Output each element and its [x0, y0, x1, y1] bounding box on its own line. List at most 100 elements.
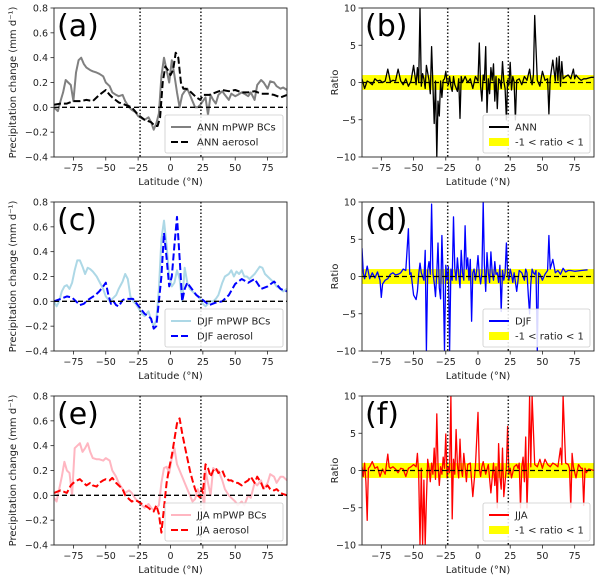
y-tick-label: −0.2 — [25, 322, 48, 333]
legend-label: ANN aerosol — [197, 138, 258, 149]
y-tick-label: −10 — [336, 541, 356, 552]
y-tick-label: −10 — [336, 153, 356, 164]
y-tick-label: 5 — [350, 41, 356, 52]
plot-area — [362, 396, 594, 545]
legend-box — [164, 308, 284, 348]
y-tick-label: 0.6 — [33, 28, 48, 39]
x-tick-label: 75 — [262, 551, 274, 562]
y-tick-label: 0.8 — [33, 392, 48, 403]
y-tick-label: 0.2 — [33, 466, 48, 477]
series-line-ann-aerosol — [54, 51, 287, 127]
panel-e: −75 −50 −25 0 25 50 75 −0.4 −0.2 0.0 0.2 0.4 0.6 0.8 L… — [8, 392, 288, 576]
y-axis-label: Ratio — [330, 458, 341, 484]
x-tick-label: 25 — [504, 357, 516, 368]
legend-label: -1 < ratio < 1 — [515, 526, 584, 537]
series-line-jja — [362, 396, 594, 545]
x-tick-label: −25 — [436, 551, 456, 562]
panel-label: (b) — [365, 9, 407, 44]
y-axis-label: Precipitation change (mm d⁻¹) — [8, 395, 19, 547]
panel-label: (c) — [57, 203, 97, 238]
y-tick-label: 0.6 — [33, 416, 48, 427]
x-tick-label: 50 — [229, 551, 241, 562]
x-axis-label: Latitude (°N) — [138, 371, 203, 382]
y-tick-label: −0.4 — [25, 153, 48, 164]
y-tick-label: 5 — [350, 429, 356, 440]
x-tick-label: −25 — [436, 357, 456, 368]
x-tick-label: −25 — [128, 163, 148, 174]
plot-area — [362, 8, 594, 157]
legend-label: JJA mPWP BCs — [196, 511, 267, 522]
y-tick-label: −0.4 — [25, 347, 48, 358]
x-tick-label: 50 — [229, 357, 241, 368]
x-tick-label: 0 — [167, 163, 173, 174]
y-tick-label: 10 — [344, 392, 356, 403]
legend-swatch — [489, 526, 509, 534]
x-tick-label: 50 — [536, 551, 548, 562]
legend-swatch — [489, 332, 509, 340]
y-tick-label: 0.2 — [33, 78, 48, 89]
x-tick-label: 50 — [229, 163, 241, 174]
plot-area — [54, 8, 287, 157]
series-line-djf-aerosol — [54, 215, 287, 330]
x-axis-label: Latitude (°N) — [446, 565, 511, 576]
legend-label: -1 < ratio < 1 — [515, 138, 584, 149]
legend-box — [164, 114, 284, 154]
x-tick-label: −75 — [63, 551, 83, 562]
legend-box — [482, 114, 591, 154]
x-tick-label: −50 — [404, 551, 424, 562]
y-tick-label: 10 — [344, 198, 356, 209]
y-tick-label: 10 — [344, 4, 356, 15]
y-tick-label: 0.8 — [33, 198, 48, 209]
x-tick-label: 25 — [504, 551, 516, 562]
y-tick-label: −5 — [342, 309, 356, 320]
y-tick-label: −5 — [342, 503, 356, 514]
x-axis-label: Latitude (°N) — [138, 565, 203, 576]
y-tick-label: 0 — [350, 466, 356, 477]
x-tick-label: −75 — [371, 551, 391, 562]
x-axis-label: Latitude (°N) — [138, 177, 203, 188]
series-line-djf-mpwp-bcs — [54, 219, 287, 328]
y-axis-label: Ratio — [330, 70, 341, 96]
series-line-ann-mpwp-bcs — [54, 56, 287, 131]
x-tick-label: 75 — [262, 357, 274, 368]
x-tick-label: 0 — [167, 551, 173, 562]
y-tick-label: 0.6 — [33, 222, 48, 233]
panel-label: (d) — [365, 203, 407, 238]
x-tick-label: 0 — [167, 357, 173, 368]
y-axis-label: Precipitation change (mm d⁻¹) — [8, 7, 19, 159]
x-tick-label: 0 — [475, 357, 481, 368]
panel-label: (a) — [57, 9, 99, 44]
x-tick-label: 75 — [569, 551, 581, 562]
panel-c: −75 −50 −25 0 25 50 75 −0.4 −0.2 0.0 0.2 0.4 0.6 0.8 L… — [8, 198, 288, 382]
series-line-djf — [362, 202, 588, 351]
x-tick-label: 0 — [475, 163, 481, 174]
x-axis-label: Latitude (°N) — [446, 371, 511, 382]
x-tick-label: 25 — [197, 357, 209, 368]
y-axis-label: Precipitation change (mm d⁻¹) — [8, 201, 19, 353]
y-tick-label: −5 — [342, 115, 356, 126]
x-tick-label: −50 — [96, 551, 116, 562]
plot-area — [362, 202, 594, 351]
x-tick-label: 25 — [197, 551, 209, 562]
legend-swatch — [489, 138, 509, 146]
panel-a: −75 −50 −25 0 25 50 75 −0.4 −0.2 0.0 0.2 0.4 0.6 0.8 L… — [8, 4, 288, 188]
y-tick-label: 0.4 — [33, 53, 48, 64]
plot-area — [54, 202, 287, 351]
legend-box — [482, 502, 591, 542]
y-tick-label: −0.2 — [25, 128, 48, 139]
x-tick-label: −50 — [96, 357, 116, 368]
y-tick-label: 0.0 — [33, 491, 48, 502]
y-tick-label: 0 — [350, 272, 356, 283]
series-line-jja-aerosol — [54, 417, 287, 534]
x-tick-label: 25 — [504, 163, 516, 174]
y-axis-label: Ratio — [330, 264, 341, 290]
x-tick-label: −50 — [96, 163, 116, 174]
legend-label: ANN mPWP BCs — [197, 123, 276, 134]
y-tick-label: −0.2 — [25, 516, 48, 527]
x-tick-label: −25 — [128, 357, 148, 368]
x-tick-label: −75 — [63, 357, 83, 368]
y-tick-label: 0.2 — [33, 272, 48, 283]
